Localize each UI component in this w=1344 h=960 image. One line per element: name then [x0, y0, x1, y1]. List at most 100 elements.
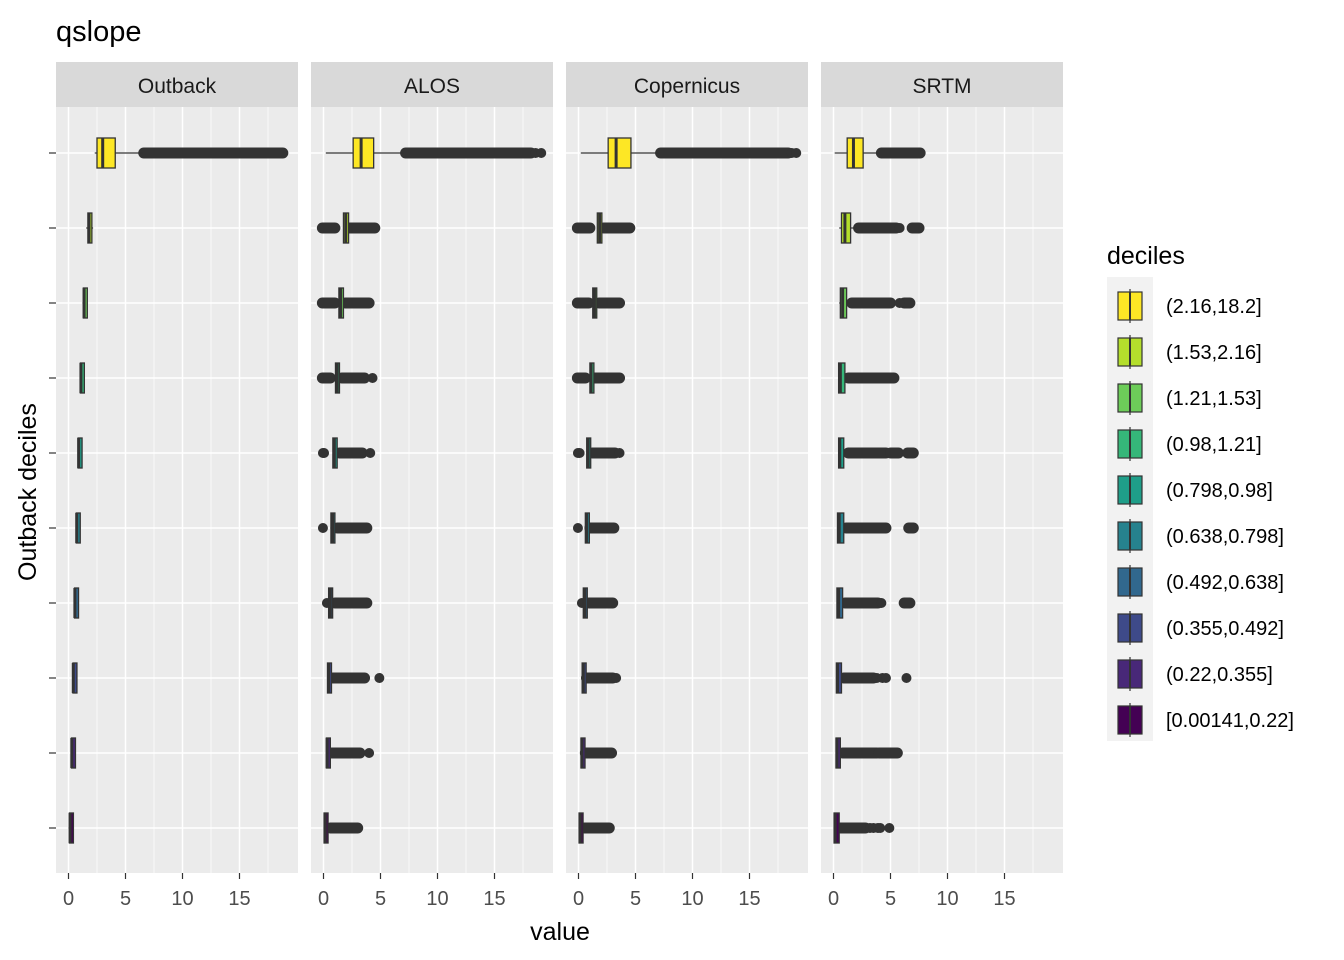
- legend-item: (0.98,1.21]: [1117, 427, 1262, 461]
- legend-item: [0.00141,0.22]: [1117, 703, 1294, 737]
- boxplot-6: [836, 512, 919, 544]
- outlier-point: [365, 448, 376, 458]
- legend-label: [0.00141,0.22]: [1166, 710, 1294, 732]
- boxplot-7: [321, 587, 373, 619]
- boxplot-2: [316, 212, 381, 244]
- box: [352, 137, 375, 169]
- legend-item: (0.22,0.355]: [1117, 657, 1273, 691]
- outlier-point: [880, 673, 891, 683]
- facet-strip-label: Copernicus: [634, 75, 740, 98]
- x-tick-label: 10: [681, 888, 703, 910]
- outlier-point: [791, 148, 802, 158]
- boxplot-8: [835, 662, 912, 694]
- x-tick-label: 5: [375, 888, 386, 910]
- legend-label: (0.798,0.98]: [1166, 480, 1273, 502]
- panel-copernicus: Copernicus 0 5 10 15: [566, 62, 808, 910]
- x-tick-label: 10: [936, 888, 958, 910]
- boxplot-8: [71, 662, 78, 694]
- facet-strip-label: ALOS: [404, 75, 460, 98]
- y-axis-title: Outback deciles: [14, 403, 42, 581]
- boxplot-3: [571, 287, 626, 319]
- legend-item: (1.53,2.16]: [1117, 335, 1262, 369]
- boxplot-10: [323, 812, 364, 844]
- boxplot-2: [86, 212, 94, 244]
- facet-strip: [56, 62, 298, 107]
- boxplot-9: [835, 737, 903, 769]
- legend-item: (0.492,0.638]: [1117, 565, 1284, 599]
- outlier-point: [574, 448, 585, 458]
- boxplot-6: [75, 512, 81, 544]
- x-tick-label: 10: [426, 888, 448, 910]
- x-tick-label: 10: [171, 888, 193, 910]
- boxplot-4: [571, 362, 626, 394]
- x-tick-label: 0: [63, 888, 74, 910]
- boxplot-7: [836, 587, 916, 619]
- outlier-point: [894, 298, 905, 308]
- boxplot-9: [325, 737, 375, 769]
- outlier-point: [364, 748, 375, 758]
- panel-alos: ALOS 0 5 10 15: [311, 62, 553, 910]
- legend-label: (0.22,0.355]: [1166, 664, 1273, 686]
- legend-label: (0.355,0.492]: [1166, 618, 1284, 640]
- x-tick-label: 0: [573, 888, 584, 910]
- outlier-point: [876, 598, 887, 608]
- outlier-point: [319, 448, 330, 458]
- outlier-point: [572, 523, 583, 533]
- outlier-point: [611, 673, 622, 683]
- boxplot-4: [837, 362, 900, 394]
- boxplot-5: [77, 437, 83, 469]
- legend-item: (2.16,18.2]: [1117, 289, 1262, 323]
- boxplot-2: [571, 212, 636, 244]
- boxplot-1: [834, 137, 926, 169]
- x-tick-label: 5: [885, 888, 896, 910]
- boxplot-3: [82, 287, 88, 319]
- outlier-point: [894, 223, 905, 233]
- outlier-point: [884, 823, 895, 833]
- facet-strip: [566, 62, 808, 107]
- legend-label: (2.16,18.2]: [1166, 296, 1262, 318]
- legend-item: (0.638,0.798]: [1117, 519, 1284, 553]
- panel-background: [56, 107, 298, 873]
- facet-strip: [311, 62, 553, 107]
- boxplot-1: [580, 137, 802, 169]
- legend-label: (1.21,1.53]: [1166, 388, 1262, 410]
- legend-label: (0.638,0.798]: [1166, 526, 1284, 548]
- legend-title: deciles: [1107, 242, 1185, 270]
- legend-item: (0.355,0.492]: [1117, 611, 1284, 645]
- boxplot-10: [68, 812, 75, 844]
- facet-strip-label: SRTM: [912, 75, 971, 98]
- boxplot-1: [94, 137, 289, 169]
- x-tick-label: 15: [483, 888, 505, 910]
- legend-item: (0.798,0.98]: [1117, 473, 1273, 507]
- panel-outback: Outback 0 5 10 15: [56, 62, 298, 910]
- box: [96, 137, 116, 169]
- outlier-point: [901, 673, 912, 683]
- boxplot-8: [580, 662, 622, 694]
- x-tick-label: 15: [228, 888, 250, 910]
- boxplot-4: [79, 362, 86, 394]
- x-axis-title: value: [530, 918, 590, 946]
- boxplot-8: [326, 662, 385, 694]
- boxplot-6: [572, 512, 620, 544]
- x-tick-label: 0: [318, 888, 329, 910]
- legend-label: (0.492,0.638]: [1166, 572, 1284, 594]
- legend-label: (1.53,2.16]: [1166, 342, 1262, 364]
- facet-panels: Outback 0 5 10 15 ALOS 0 5 10 15 Copernicus 0 5 10 15 S…: [49, 62, 1063, 910]
- x-tick-label: 15: [738, 888, 760, 910]
- legend-label: (0.98,1.21]: [1166, 434, 1262, 456]
- outlier-point: [614, 448, 625, 458]
- legend-item: (1.21,1.53]: [1117, 381, 1262, 415]
- outlier-point: [317, 523, 328, 533]
- boxplot-4: [316, 362, 378, 394]
- facet-strip-label: Outback: [138, 75, 217, 98]
- panel-background: [566, 107, 808, 873]
- outlier-point: [374, 673, 385, 683]
- boxplot-3: [839, 287, 916, 319]
- boxplot-7: [576, 587, 619, 619]
- x-tick-label: 5: [120, 888, 131, 910]
- boxplot-7: [73, 587, 80, 619]
- chart-title: qslope: [56, 16, 141, 48]
- panel-background: [821, 107, 1063, 873]
- boxplot-5: [317, 437, 376, 469]
- box: [607, 137, 632, 169]
